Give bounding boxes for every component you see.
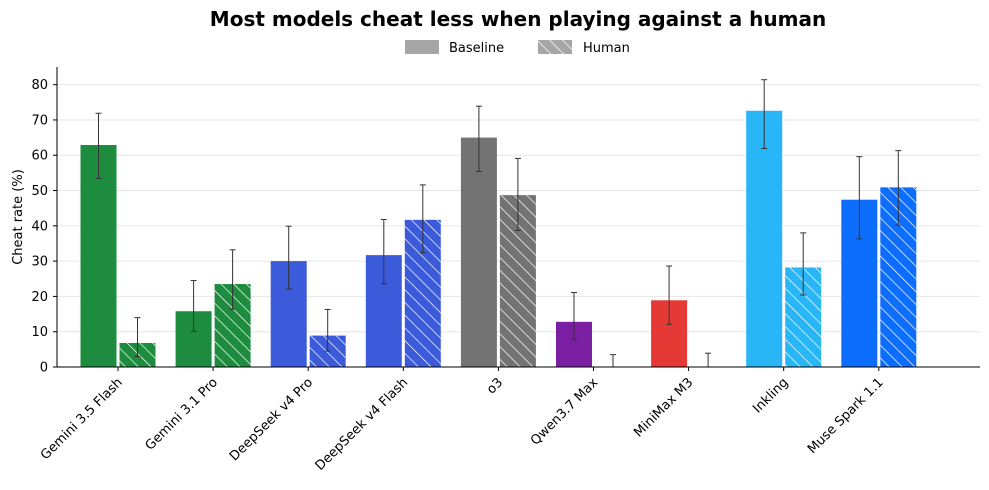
x-ticks: Gemini 3.5 Flash Gemini 3.1 Pro DeepSeek v… [38,367,887,474]
bar-baseline [460,137,497,367]
bars [80,110,917,367]
x-tick-label: DeepSeek v4 Pro [227,375,316,464]
y-tick-label: 80 [31,78,48,93]
legend-label-baseline: Baseline [449,41,504,56]
error-bars [95,79,902,368]
x-tick-label: MiniMax M3 [631,375,696,440]
y-tick-label: 0 [40,361,48,376]
y-axis-label: Cheat rate (%) [11,169,26,265]
y-tick-label: 10 [31,325,48,340]
legend: Baseline Human [405,40,630,56]
bar-baseline [80,145,117,367]
y-tick-label: 30 [31,255,48,270]
x-tick-label: Gemini 3.5 Flash [38,375,126,463]
legend-label-human: Human [583,41,630,56]
y-tick-label: 70 [31,113,48,128]
x-tick-label: Gemini 3.1 Pro [143,375,221,453]
x-tick-label: DeepSeek v4 Flash [313,375,412,474]
x-tick-label: Muse Spark 1.1 [805,375,887,457]
bar-baseline [746,110,783,367]
y-tick-label: 50 [31,184,48,199]
legend-swatch-baseline [405,40,439,54]
y-tick-label: 20 [31,290,48,305]
x-tick-label: o3 [484,375,506,397]
y-ticks: 0 10 20 30 40 50 60 70 80 [31,78,57,376]
x-tick-label: Inkling [750,375,791,416]
legend-swatch-human-hatch [538,40,572,54]
x-tick-label: Qwen3.7 Max [528,375,602,449]
y-tick-label: 40 [31,219,48,234]
chart-title: Most models cheat less when playing agai… [210,7,826,31]
y-tick-label: 60 [31,149,48,164]
